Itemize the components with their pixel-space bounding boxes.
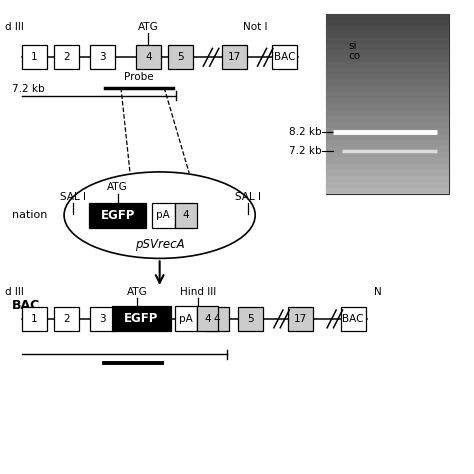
FancyBboxPatch shape xyxy=(326,158,448,164)
Text: 4: 4 xyxy=(204,314,211,324)
Text: 17: 17 xyxy=(294,314,307,324)
FancyBboxPatch shape xyxy=(174,203,197,228)
Text: 5: 5 xyxy=(177,52,183,62)
Text: 4: 4 xyxy=(145,52,152,62)
FancyBboxPatch shape xyxy=(152,203,174,228)
FancyBboxPatch shape xyxy=(326,134,448,140)
Text: 5: 5 xyxy=(247,314,254,324)
Text: 4: 4 xyxy=(182,210,189,220)
FancyBboxPatch shape xyxy=(326,14,448,194)
Text: 2: 2 xyxy=(63,52,70,62)
FancyBboxPatch shape xyxy=(136,46,161,69)
FancyBboxPatch shape xyxy=(326,182,448,188)
FancyBboxPatch shape xyxy=(326,62,448,68)
Text: N: N xyxy=(374,287,381,297)
Text: EGFP: EGFP xyxy=(124,312,159,326)
Text: co: co xyxy=(348,51,361,61)
FancyBboxPatch shape xyxy=(326,20,448,26)
FancyBboxPatch shape xyxy=(89,203,146,228)
FancyBboxPatch shape xyxy=(22,46,47,69)
FancyBboxPatch shape xyxy=(222,46,247,69)
Text: 7.2 kb: 7.2 kb xyxy=(289,146,321,155)
FancyBboxPatch shape xyxy=(326,56,448,62)
FancyBboxPatch shape xyxy=(112,306,171,331)
FancyBboxPatch shape xyxy=(340,307,365,331)
Text: 4: 4 xyxy=(213,314,220,324)
FancyBboxPatch shape xyxy=(175,306,197,331)
FancyBboxPatch shape xyxy=(168,46,192,69)
FancyBboxPatch shape xyxy=(326,26,448,32)
Text: d III: d III xyxy=(5,22,24,32)
FancyBboxPatch shape xyxy=(272,46,297,69)
FancyBboxPatch shape xyxy=(54,307,79,331)
Text: SAL I: SAL I xyxy=(236,191,261,201)
Text: pA: pA xyxy=(179,314,193,324)
Text: Hind III: Hind III xyxy=(180,287,217,297)
FancyBboxPatch shape xyxy=(326,80,448,86)
FancyBboxPatch shape xyxy=(326,38,448,44)
Text: si: si xyxy=(348,41,357,51)
FancyBboxPatch shape xyxy=(90,307,115,331)
Text: EGFP: EGFP xyxy=(100,209,135,222)
FancyBboxPatch shape xyxy=(288,307,313,331)
Text: 7.2 kb: 7.2 kb xyxy=(12,84,45,94)
Text: 1: 1 xyxy=(31,314,38,324)
Text: BAC: BAC xyxy=(342,314,364,324)
FancyBboxPatch shape xyxy=(326,68,448,74)
FancyBboxPatch shape xyxy=(204,307,229,331)
FancyBboxPatch shape xyxy=(326,152,448,158)
FancyBboxPatch shape xyxy=(326,14,448,20)
Text: d III: d III xyxy=(5,287,24,297)
FancyBboxPatch shape xyxy=(326,116,448,122)
Text: 3: 3 xyxy=(100,52,106,62)
Text: Not I: Not I xyxy=(243,22,267,32)
FancyBboxPatch shape xyxy=(238,307,263,331)
FancyBboxPatch shape xyxy=(22,307,47,331)
Text: 8.2 kb: 8.2 kb xyxy=(289,128,321,137)
FancyBboxPatch shape xyxy=(326,146,448,152)
FancyBboxPatch shape xyxy=(326,86,448,92)
Text: pSVrecA: pSVrecA xyxy=(135,238,184,251)
FancyBboxPatch shape xyxy=(326,74,448,80)
FancyBboxPatch shape xyxy=(326,50,448,56)
FancyBboxPatch shape xyxy=(326,44,448,50)
FancyBboxPatch shape xyxy=(197,306,219,331)
Text: 2: 2 xyxy=(63,314,70,324)
Text: nation: nation xyxy=(12,210,47,220)
FancyBboxPatch shape xyxy=(326,122,448,128)
FancyBboxPatch shape xyxy=(326,176,448,182)
FancyBboxPatch shape xyxy=(326,92,448,98)
FancyBboxPatch shape xyxy=(326,140,448,146)
Text: ATG: ATG xyxy=(127,287,147,297)
FancyBboxPatch shape xyxy=(326,188,448,194)
Text: pA: pA xyxy=(156,210,170,220)
FancyBboxPatch shape xyxy=(326,128,448,134)
Text: BAC: BAC xyxy=(274,52,295,62)
FancyBboxPatch shape xyxy=(326,110,448,116)
FancyBboxPatch shape xyxy=(54,46,79,69)
Text: ATG: ATG xyxy=(138,22,159,32)
Text: Probe: Probe xyxy=(124,73,154,82)
Text: 3: 3 xyxy=(100,314,106,324)
Text: BAC: BAC xyxy=(12,299,40,312)
Text: SAL I: SAL I xyxy=(60,191,86,201)
FancyBboxPatch shape xyxy=(326,32,448,38)
FancyBboxPatch shape xyxy=(90,46,115,69)
FancyBboxPatch shape xyxy=(326,164,448,170)
FancyBboxPatch shape xyxy=(326,170,448,176)
Text: ATG: ATG xyxy=(108,182,128,192)
FancyBboxPatch shape xyxy=(326,98,448,104)
FancyBboxPatch shape xyxy=(326,104,448,110)
Text: 17: 17 xyxy=(228,52,241,62)
Text: 1: 1 xyxy=(31,52,38,62)
